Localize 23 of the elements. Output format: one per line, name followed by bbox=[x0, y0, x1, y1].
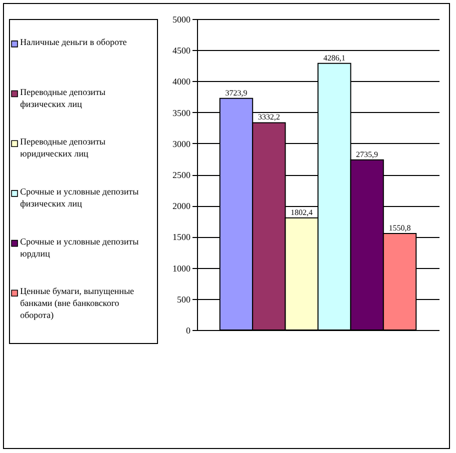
data-label: 1550,8 bbox=[388, 224, 411, 233]
data-label: 3723,9 bbox=[225, 88, 248, 98]
y-tick-label: 5000 bbox=[172, 14, 191, 24]
legend-label: Ценные бумаги, выпущенные банками (вне банковского оборота) bbox=[20, 286, 134, 320]
legend-label: Наличные деньги в обороте bbox=[20, 36, 127, 47]
y-tick-label: 500 bbox=[177, 294, 191, 304]
y-tick-label: 4500 bbox=[172, 46, 191, 56]
data-label: 2735,9 bbox=[356, 150, 378, 159]
data-label: 1802,4 bbox=[290, 208, 313, 217]
data-label: 4286,1 bbox=[323, 53, 346, 62]
y-tick-label: 4000 bbox=[172, 76, 191, 87]
y-tick-label: 2000 bbox=[172, 201, 191, 212]
legend-label: Срочные и условные депозиты юрдлиц bbox=[20, 236, 139, 258]
y-tick-label: 3000 bbox=[172, 138, 191, 149]
data-label: 3332,2 bbox=[258, 112, 280, 122]
y-tick-label: 1500 bbox=[172, 232, 191, 242]
legend-label: Срочные и условные депозиты физических лиц bbox=[20, 186, 139, 208]
legend-label: Переводные депозиты физических лиц bbox=[20, 86, 106, 109]
y-tick-label: 3500 bbox=[172, 108, 191, 118]
y-tick-label: 2500 bbox=[172, 170, 191, 180]
y-tick-label: 0 bbox=[186, 326, 191, 336]
legend-label: Переводные депозиты юридических лиц bbox=[20, 136, 106, 159]
y-tick-label: 1000 bbox=[172, 263, 191, 274]
